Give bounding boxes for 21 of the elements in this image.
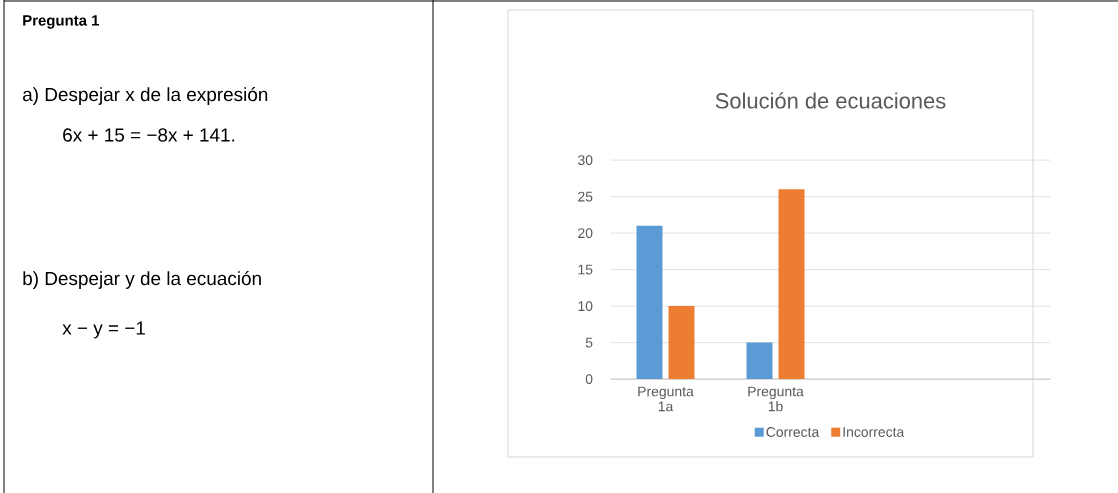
y-tick-label: 25 [578,191,593,202]
bar [636,225,663,380]
y-tick-label: 20 [578,228,593,239]
bar [778,189,805,380]
text: x − y = −1 [62,321,145,339]
y-tick-label: 15 [578,264,593,275]
legend-label: Incorrecta [843,427,905,437]
chart-title: Solución de ecuaciones [715,92,946,109]
x-tick-label: Pregunta 1b [748,386,804,412]
legend-label: Correcta [766,427,820,437]
y-tick-label: 5 [585,337,593,348]
x-tick-label: Pregunta 1a [638,386,694,412]
y-tick-label: 30 [578,155,593,166]
text: a) Despejar x de la expresión [23,87,268,105]
text: 6x + 15 = −8x + 141. [63,128,235,142]
text: Pregunta 1 [23,15,100,29]
bar [746,342,773,380]
text: b) Despejar y de la ecuación [23,271,261,289]
y-tick-label: 0 [585,374,593,385]
y-tick-label: 10 [578,301,593,312]
bar [668,306,695,380]
